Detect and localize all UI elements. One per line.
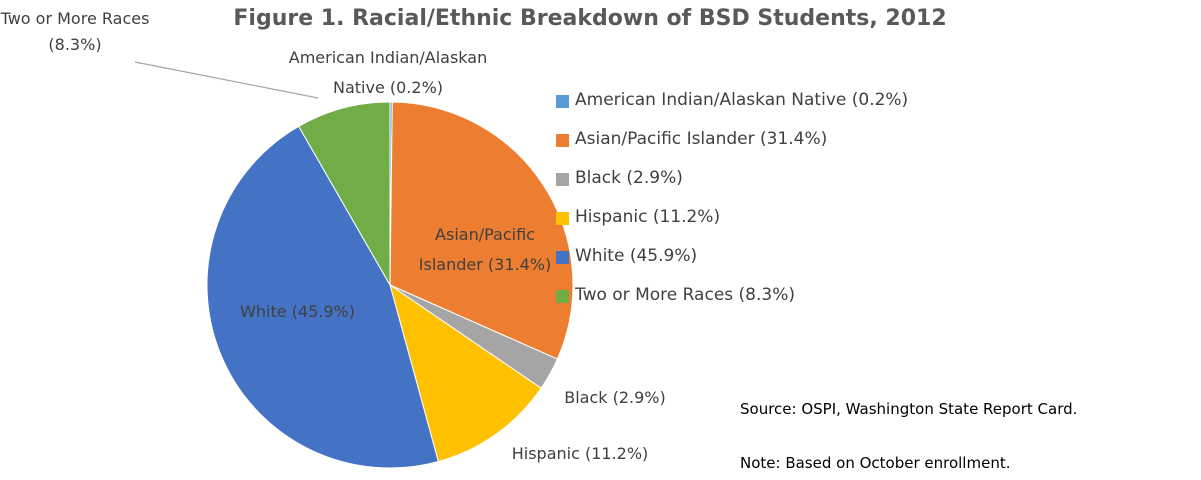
legend-swatch <box>556 134 569 147</box>
legend-swatch <box>556 212 569 225</box>
legend-label: Two or More Races (8.3%) <box>575 285 795 305</box>
legend-swatch <box>556 251 569 264</box>
note: Note: Based on October enrollment. <box>740 454 1011 472</box>
legend-swatch <box>556 173 569 186</box>
legend-label: Hispanic (11.2%) <box>575 207 721 227</box>
data-label: Two or More Races (8.3%) <box>0 9 150 54</box>
pie-slice <box>206 125 439 469</box>
pie-slice <box>389 283 542 463</box>
legend-label: Black (2.9%) <box>575 168 683 188</box>
pie-slice <box>389 101 574 360</box>
source-note: Source: OSPI, Washington State Report Ca… <box>740 400 1078 418</box>
data-label: Hispanic (11.2%) <box>511 444 649 463</box>
legend-label: Asian/Pacific Islander (31.4%) <box>575 129 828 149</box>
data-label: American Indian/Alaskan Native (0.2%) <box>288 48 488 97</box>
legend-swatch <box>556 95 569 108</box>
legend-label: White (45.9%) <box>575 246 698 266</box>
data-label: Black (2.9%) <box>564 388 666 407</box>
leader-line <box>134 61 319 99</box>
chart-title: Figure 1. Racial/Ethnic Breakdown of BSD… <box>233 6 947 31</box>
data-label: White (45.9%) <box>240 302 355 321</box>
legend-swatch <box>556 290 569 303</box>
pie-slice <box>298 101 391 287</box>
data-label: Asian/Pacific Islander (31.4%) <box>418 225 552 274</box>
legend-label: American Indian/Alaskan Native (0.2%) <box>575 90 909 110</box>
